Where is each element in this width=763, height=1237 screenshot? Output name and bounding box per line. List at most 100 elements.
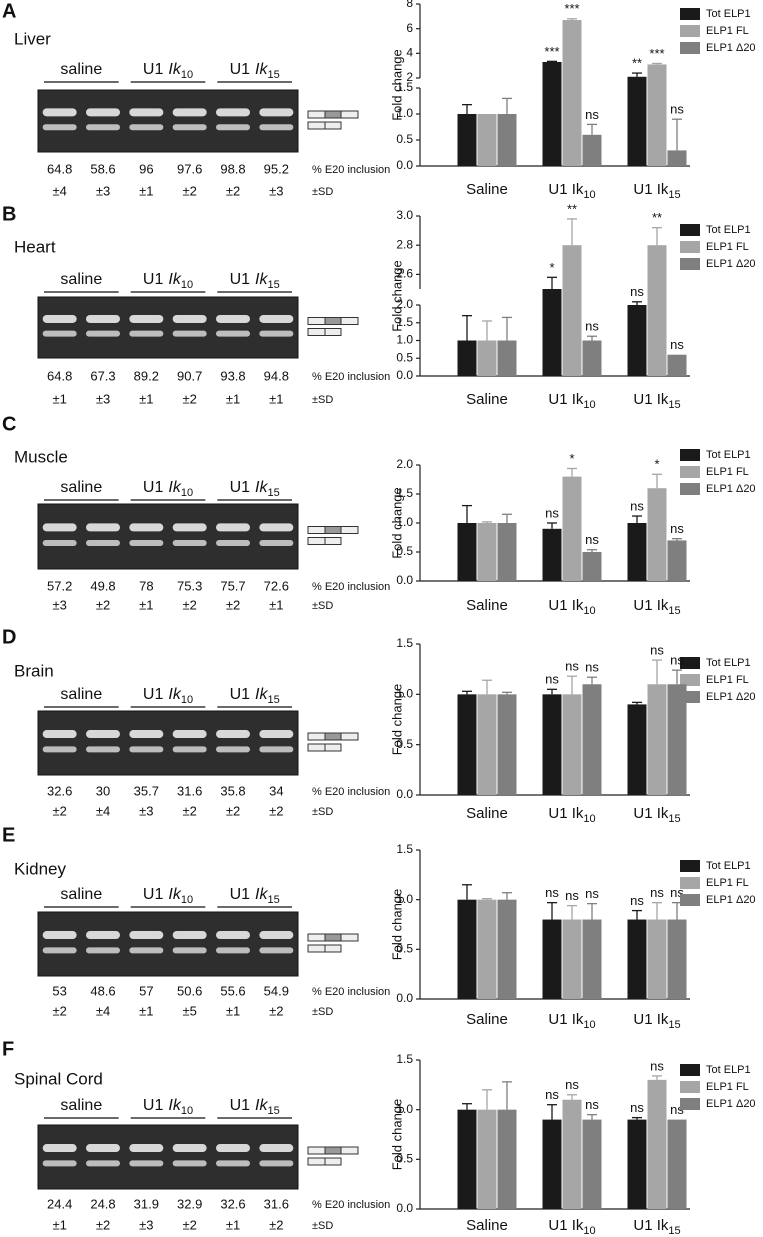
- legend-swatch: [680, 258, 700, 270]
- gel-group-label: U1 Ik10: [143, 886, 193, 906]
- gel-band: [172, 746, 207, 753]
- group-subscript: 10: [181, 69, 193, 81]
- inclusion-value: 31.9: [134, 1196, 159, 1211]
- gel-band: [172, 108, 207, 117]
- sd-value: ±3: [96, 183, 110, 198]
- inclusion-value: 64.8: [47, 161, 72, 176]
- significance-label: ns: [585, 107, 599, 122]
- exon-right: [324, 743, 342, 752]
- gel-band: [129, 108, 164, 117]
- group-italic: Ik: [168, 886, 181, 903]
- y-axis-label: Fold change: [389, 487, 404, 559]
- gel-image: [37, 89, 299, 153]
- group-text: U1: [230, 686, 251, 703]
- sd-value: ±2: [182, 391, 196, 406]
- gel-band: [42, 523, 77, 532]
- inclusion-value: 30: [96, 783, 110, 798]
- gel-image: [37, 710, 299, 776]
- exon-right: [324, 944, 342, 953]
- y-tick-label: 1.5: [396, 842, 413, 856]
- y-tick-label: 1.5: [396, 486, 413, 500]
- panel-letter: C: [2, 413, 16, 435]
- bar: [497, 1109, 517, 1209]
- sd-label: ±SD: [312, 600, 333, 612]
- inclusion-label: % E20 inclusion: [312, 164, 390, 176]
- sd-value: ±3: [52, 597, 66, 612]
- legend-swatch: [680, 25, 700, 37]
- sd-label: ±SD: [312, 186, 333, 198]
- bar: [647, 488, 667, 581]
- bar: [667, 1119, 687, 1209]
- exon-left: [307, 328, 326, 336]
- sd-value: ±4: [96, 1003, 110, 1018]
- group-text: U1: [143, 479, 164, 496]
- x-tick-label: U1 Ik15: [633, 1011, 680, 1031]
- category-name: U1 Ik: [548, 597, 584, 614]
- gel-band: [86, 314, 120, 323]
- sd-value: ±1: [139, 597, 153, 612]
- gel-group-label: saline: [60, 886, 102, 903]
- legend-label: Tot ELP1: [706, 657, 751, 669]
- y-tick-label: 1.0: [396, 106, 413, 120]
- legend-label: ELP1 Δ20: [706, 691, 756, 703]
- category-subscript: 10: [583, 1225, 595, 1237]
- sd-value: ±2: [182, 803, 196, 818]
- bar: [667, 354, 687, 376]
- bar: [477, 899, 497, 999]
- bar: [542, 1119, 562, 1209]
- bar: [497, 114, 517, 166]
- y-axis-label: Fold change: [389, 889, 404, 961]
- bar: [667, 540, 687, 581]
- group-subscript: 10: [181, 487, 193, 499]
- x-tick-label: U1 Ik15: [633, 181, 680, 201]
- legend-swatch: [680, 449, 700, 461]
- x-tick-label: Saline: [466, 391, 508, 408]
- gel-group-label: saline: [60, 479, 102, 496]
- group-text: U1: [230, 479, 251, 496]
- group-italic: Ik: [168, 1097, 181, 1114]
- x-tick-label: Saline: [466, 1217, 508, 1234]
- bar: [497, 899, 517, 999]
- inclusion-value: 32.9: [177, 1196, 202, 1211]
- gel-group-label: U1 Ik10: [143, 271, 193, 291]
- inclusion-label: % E20 inclusion: [312, 1199, 390, 1211]
- y-tick-label: 2.8: [396, 237, 413, 251]
- inclusion-label: % E20 inclusion: [312, 581, 390, 593]
- gel-band: [129, 540, 164, 546]
- inclusion-value: 34: [269, 783, 283, 798]
- y-tick-label: 1.0: [396, 687, 413, 701]
- group-text: saline: [60, 479, 102, 496]
- group-subscript: 10: [181, 694, 193, 706]
- y-tick-label: 1.5: [396, 1052, 413, 1066]
- legend-swatch: [680, 1098, 700, 1110]
- y-tick-label: 0.0: [396, 787, 413, 801]
- gel-group-label: saline: [60, 271, 102, 288]
- group-subscript: 10: [181, 894, 193, 906]
- inclusion-value: 32.6: [47, 783, 72, 798]
- legend-label: Tot ELP1: [706, 1064, 751, 1076]
- category-name: U1 Ik: [633, 1011, 669, 1028]
- significance-label: ns: [630, 284, 644, 299]
- inclusion-label: % E20 inclusion: [312, 786, 390, 798]
- legend-swatch: [680, 483, 700, 495]
- gel-band: [86, 947, 120, 954]
- exon-left: [307, 933, 326, 942]
- legend-swatch: [680, 224, 700, 236]
- gel-band: [129, 330, 164, 337]
- significance-label: ns: [630, 893, 644, 908]
- significance-label: ns: [545, 672, 559, 687]
- significance-label: ns: [585, 660, 599, 675]
- gel-group-label: U1 Ik15: [230, 1097, 280, 1117]
- x-tick-label: U1 Ik15: [633, 391, 680, 411]
- y-axis-label: Fold change: [389, 49, 404, 121]
- inclusion-value: 32.6: [220, 1196, 245, 1211]
- significance-label: ***: [544, 44, 559, 59]
- group-subscript: 10: [181, 279, 193, 291]
- exon-20: [324, 317, 342, 325]
- gel-band: [42, 746, 77, 753]
- gel-band: [42, 108, 77, 117]
- gel-band: [86, 124, 120, 131]
- gel-band: [42, 330, 77, 337]
- y-tick-label: 0.5: [396, 544, 413, 558]
- sd-value: ±2: [182, 183, 196, 198]
